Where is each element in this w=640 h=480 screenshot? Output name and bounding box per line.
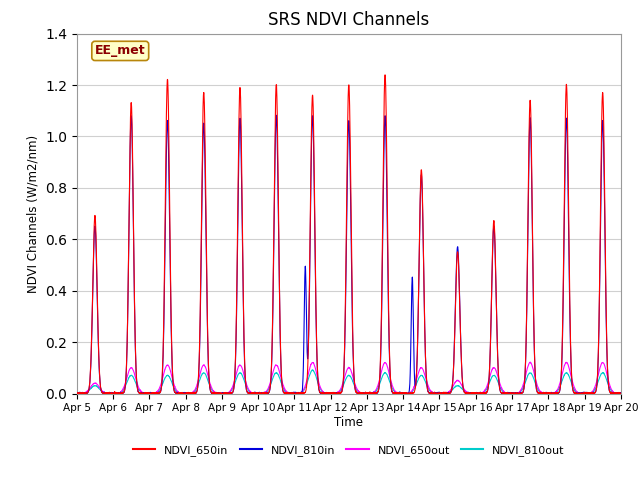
Legend: NDVI_650in, NDVI_810in, NDVI_650out, NDVI_810out: NDVI_650in, NDVI_810in, NDVI_650out, NDV… [129,440,569,460]
X-axis label: Time: Time [334,416,364,429]
Y-axis label: NDVI Channels (W/m2/nm): NDVI Channels (W/m2/nm) [26,134,40,293]
Text: EE_met: EE_met [95,44,145,58]
Title: SRS NDVI Channels: SRS NDVI Channels [268,11,429,29]
